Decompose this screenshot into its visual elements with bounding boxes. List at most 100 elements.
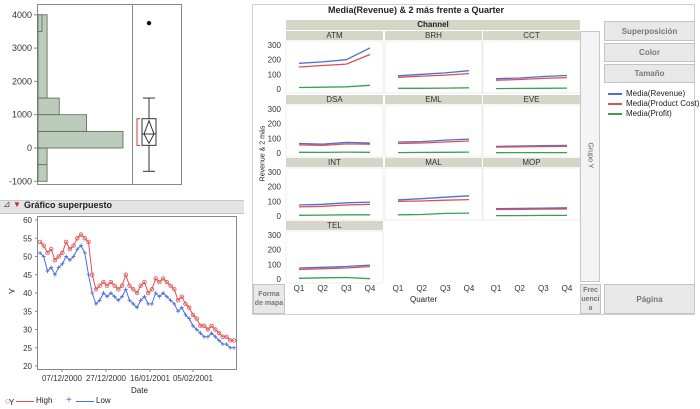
graph-builder-x-axis-label[interactable]: Quarter [410,295,438,304]
panel-title: MOP [522,158,540,167]
red-triangle-menu-icon[interactable]: ▼ [13,200,21,209]
hist-bar [37,14,48,99]
panel-header [385,158,482,167]
high-point [82,236,87,241]
gb-y-tick: 300 [268,105,282,114]
gb-x-tick: Q3 [538,284,549,293]
panel-header [483,158,580,167]
panel-product-cost-line [397,198,470,202]
panel-revenue-line [495,207,568,210]
high-point [138,283,143,288]
page-drop-zone[interactable]: Página [604,284,695,314]
panel-product-cost-line [495,145,568,148]
panel-profit-line [398,87,470,89]
panel-plot-area [482,40,581,94]
high-point [45,250,50,256]
gb-y-tick: 0 [277,85,282,94]
color-drop-zone[interactable]: Color [604,43,695,62]
panel-product-cost-line [298,265,371,271]
panel-product-cost-line [298,203,371,208]
high-point [209,323,214,329]
overlay-drop-zone[interactable]: Superposición [604,21,695,41]
map-shape-drop-zone[interactable]: Forma de mapa [253,284,285,314]
legend-revenue-swatch [608,92,622,95]
panel-plot-area [482,104,581,158]
hist-y-tick: 2000 [12,76,32,86]
overlay-header [0,200,244,214]
gb-x-tick: Q3 [341,284,352,293]
gb-x-tick: Q2 [514,284,525,293]
legend-high-label: High [36,396,53,405]
hist-y-tick: 1000 [12,110,32,120]
gb-y-tick: 100 [268,197,282,206]
size-drop-zone[interactable]: Tamaño [604,64,695,83]
high-point [145,290,151,296]
high-point [71,243,76,248]
high-point [48,246,54,252]
legend-low-line [76,401,94,402]
high-point [131,287,136,292]
high-point [183,301,188,307]
high-point [119,283,125,288]
high-point [149,287,155,292]
group-y-label: Grupo Y [586,142,594,169]
high-point [93,287,99,292]
hist-bar [37,97,60,116]
gb-x-tick: Q1 [491,284,502,293]
panel-title: BRH [425,31,442,40]
high-point [213,327,218,332]
high-point [205,327,211,332]
legend-revenue-label: Media(Revenue) [626,89,686,98]
gb-y-tick: 200 [268,120,282,129]
overlay-y-tick: 55 [23,234,32,243]
wrap-group-header[interactable]: Channel [286,20,580,30]
y-axis-handle-icon[interactable]: ≻ [8,286,16,296]
high-point [179,294,184,299]
graph-builder-title: Media(Revenue) & 2 más frente a Quarter [327,5,505,15]
panel-header [286,95,383,104]
overlay-y-tick: 30 [23,326,32,335]
panel-profit-line [495,87,568,90]
panel-product-cost-line [495,208,568,211]
high-point [108,279,114,285]
high-point [86,239,91,245]
high-point [216,330,222,336]
gb-y-tick: 0 [277,275,282,284]
overlay-y-tick: 25 [23,344,32,353]
frequency-drop-zone[interactable]: Frecuencia [580,284,601,314]
panel-title: INT [328,158,341,167]
overlay-y-tick: 35 [23,307,32,316]
overlay-x-tick: 07/12/2000 [42,374,83,383]
high-point [134,290,140,296]
high-point [168,283,173,288]
overlay-section-title: Gráfico superpuesto [24,200,113,210]
panel-header [286,158,383,167]
panel-revenue-line [298,141,371,145]
high-point [190,312,196,318]
overlay-x-tick: 16/01/2001 [130,374,171,383]
panel-product-cost-line [397,72,470,78]
panel-title: EML [425,95,442,104]
overlay-x-axis-label: Date [131,386,148,395]
legend-product-cost: Media(Product Cost) [608,99,699,108]
overlay-chart: 60 55 50 45 40 35 30 25 20 07/12/2000 27/12/2000 16… [23,216,237,383]
panel-profit-line [298,276,371,280]
legend-product-cost-swatch [608,102,622,105]
high-point [194,316,199,321]
panel-header [385,95,482,104]
box-shortest-half-bracket [136,118,140,146]
gb-x-tick: Q3 [440,284,451,293]
disclosure-icon[interactable]: ⊿ [3,199,11,209]
group-y-zone[interactable] [580,31,600,282]
panel-plot-area [384,167,483,221]
high-point [60,250,65,256]
hist-bar [37,14,43,32]
gb-y-tick: 200 [268,183,282,192]
panel-product-cost-line [495,76,568,81]
panel-profit-line [397,212,470,216]
panel-header [385,31,482,40]
high-point [157,279,162,285]
panel-header [286,31,383,40]
panel-revenue-line [397,195,470,201]
